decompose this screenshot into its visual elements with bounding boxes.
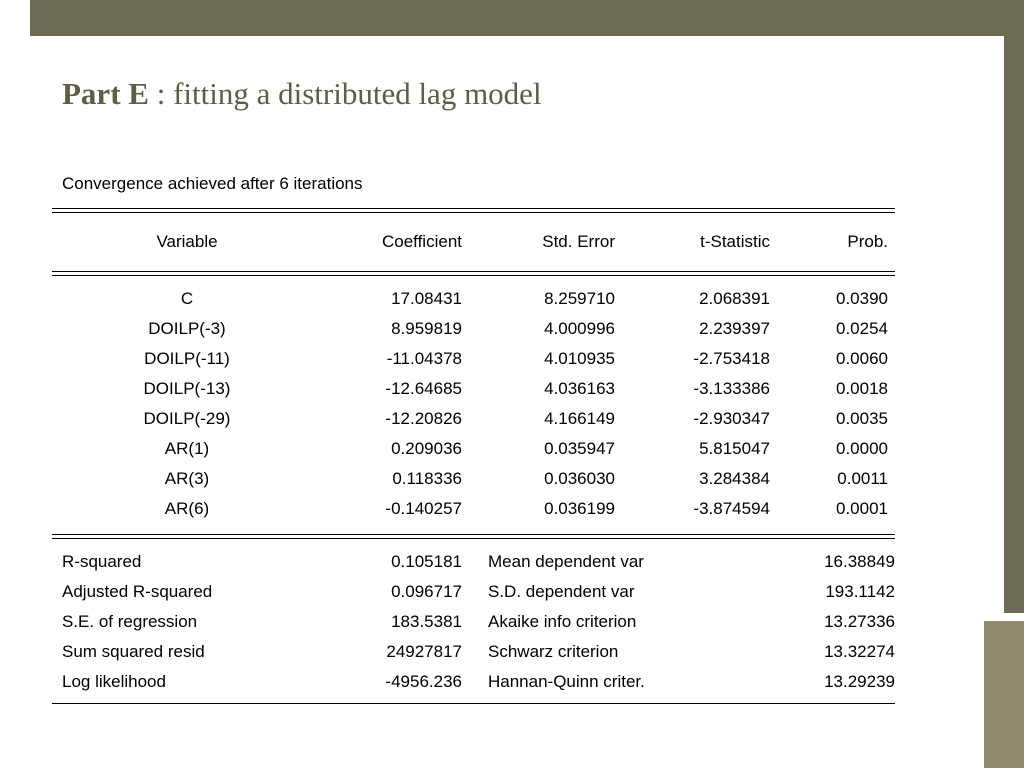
slide-title: Part E : fitting a distributed lag model (62, 76, 542, 112)
value-cell: 5.815047 (699, 439, 770, 458)
right-accent-strip (1004, 36, 1024, 613)
table-row: DOILP(-29) -12.20826 4.166149 -2.930347 0.00… (52, 404, 895, 434)
summary-right-value: 13.27336 (824, 612, 895, 631)
summary-row: S.E. of regression 183.5381 Akaike info cr… (52, 607, 895, 637)
summary-right-label: Mean dependent var (488, 552, 644, 571)
value-cell: -2.753418 (693, 349, 770, 368)
column-header-coefficient: Coefficient (381, 232, 462, 251)
summary-right-value: 13.29239 (824, 672, 895, 691)
summary-spacer (462, 577, 488, 607)
top-accent-bar (30, 0, 1024, 36)
value-cell: 0.0018 (836, 379, 888, 398)
table-row: AR(3) 0.118336 0.036030 3.284384 0.0011 (52, 464, 895, 494)
summary-left-label: Sum squared resid (62, 642, 205, 661)
value-cell: 4.010935 (544, 349, 615, 368)
summary-right-label: Hannan-Quinn criter. (488, 672, 645, 691)
table-row: DOILP(-13) -12.64685 4.036163 -3.133386 0.00… (52, 374, 895, 404)
value-cell: 2.239397 (699, 319, 770, 338)
coef-table-body: C 17.08431 8.259710 2.068391 0.0390 DOILP(-3)… (52, 276, 895, 534)
value-cell: 0.0011 (837, 469, 888, 488)
summary-right-label: S.D. dependent var (488, 582, 635, 601)
value-cell: 0.0390 (836, 289, 888, 308)
summary-left-value: 24927817 (386, 642, 462, 661)
value-cell: 0.0000 (836, 439, 888, 458)
summary-spacer (462, 607, 488, 637)
value-cell: 3.284384 (699, 469, 770, 488)
summary-right-label: Schwarz criterion (488, 642, 619, 661)
variable-cell: AR(1) (164, 439, 210, 458)
slide-title-part-label: Part E (62, 76, 149, 111)
value-cell: -2.930347 (693, 409, 770, 428)
summary-left-value: -4956.236 (385, 672, 462, 691)
value-cell: 0.036030 (544, 469, 615, 488)
table-row: DOILP(-11) -11.04378 4.010935 -2.753418 0.00… (52, 344, 895, 374)
table-row: AR(6) -0.140257 0.036199 -3.874594 0.0001 (52, 494, 895, 524)
summary-right-value: 193.1142 (825, 582, 895, 601)
summary-right-label: Akaike info criterion (488, 612, 637, 631)
value-cell: 0.035947 (544, 439, 615, 458)
variable-cell: DOILP(-3) (148, 319, 226, 338)
summary-left-value: 0.105181 (391, 552, 462, 571)
value-cell: 4.036163 (544, 379, 615, 398)
summary-spacer (462, 637, 488, 667)
variable-cell: DOILP(-13) (143, 379, 231, 398)
bottom-right-accent-block (984, 621, 1024, 768)
value-cell: 8.259710 (544, 289, 615, 308)
summary-top-double-rule (52, 534, 895, 539)
summary-left-label: Log likelihood (62, 672, 166, 691)
value-cell: 0.036199 (544, 499, 615, 518)
table-top-double-rule (52, 208, 895, 213)
value-cell: -12.64685 (385, 379, 462, 398)
summary-row: Adjusted R-squared 0.096717 S.D. dependent… (52, 577, 895, 607)
table-bottom-rule (52, 703, 895, 704)
variable-cell: C (180, 289, 194, 308)
value-cell: -0.140257 (385, 499, 462, 518)
value-cell: 0.0254 (836, 319, 888, 338)
header-bottom-double-rule (52, 271, 895, 276)
summary-left-label: Adjusted R-squared (62, 582, 213, 601)
variable-cell: AR(3) (164, 469, 210, 488)
summary-right-value: 13.32274 (824, 642, 895, 661)
table-row: C 17.08431 8.259710 2.068391 0.0390 (52, 284, 895, 314)
summary-spacer (462, 547, 488, 577)
value-cell: 4.166149 (544, 409, 615, 428)
value-cell: 2.068391 (699, 289, 770, 308)
convergence-status-line: Convergence achieved after 6 iterations (62, 174, 363, 193)
summary-row: Sum squared resid 24927817 Schwarz criteri… (52, 637, 895, 667)
variable-cell: DOILP(-29) (143, 409, 231, 428)
table-row: DOILP(-3) 8.959819 4.000996 2.239397 0.0254 (52, 314, 895, 344)
column-header-std-error: Std. Error (542, 232, 615, 251)
summary-left-label: R-squared (62, 552, 142, 571)
value-cell: -12.20826 (385, 409, 462, 428)
summary-left-value: 183.5381 (391, 612, 462, 631)
column-header-prob: Prob. (847, 232, 888, 251)
value-cell: 17.08431 (391, 289, 462, 308)
table-row: AR(1) 0.209036 0.035947 5.815047 0.0000 (52, 434, 895, 464)
value-cell: -3.133386 (693, 379, 770, 398)
column-header-t-statistic: t-Statistic (700, 232, 770, 251)
value-cell: 8.959819 (391, 319, 462, 338)
variable-cell: DOILP(-11) (144, 349, 230, 368)
variable-cell: AR(6) (164, 499, 210, 518)
summary-row: Log likelihood -4956.236 Hannan-Quinn crit… (52, 667, 895, 697)
table-header-row: Variable Coefficient Std. Error t-Statis… (52, 213, 895, 271)
summary-left-value: 0.096717 (391, 582, 462, 601)
regression-output-table: Convergence achieved after 6 iterations … (52, 168, 902, 704)
summary-spacer (462, 667, 488, 697)
column-header-variable: Variable (156, 232, 218, 251)
summary-stats-body: R-squared 0.105181 Mean dependent var 16.38… (52, 539, 895, 703)
value-cell: 0.0001 (836, 499, 888, 518)
summary-row: R-squared 0.105181 Mean dependent var 16.38… (52, 547, 895, 577)
value-cell: 0.118336 (392, 469, 462, 488)
value-cell: 4.000996 (544, 319, 615, 338)
value-cell: 0.0035 (836, 409, 888, 428)
value-cell: 0.209036 (391, 439, 462, 458)
value-cell: -3.874594 (693, 499, 770, 518)
slide-title-subtitle: : fitting a distributed lag model (148, 76, 542, 111)
value-cell: 0.0060 (836, 349, 888, 368)
value-cell: -11.04378 (386, 349, 462, 368)
summary-left-label: S.E. of regression (62, 612, 198, 631)
summary-right-value: 16.38849 (824, 552, 895, 571)
